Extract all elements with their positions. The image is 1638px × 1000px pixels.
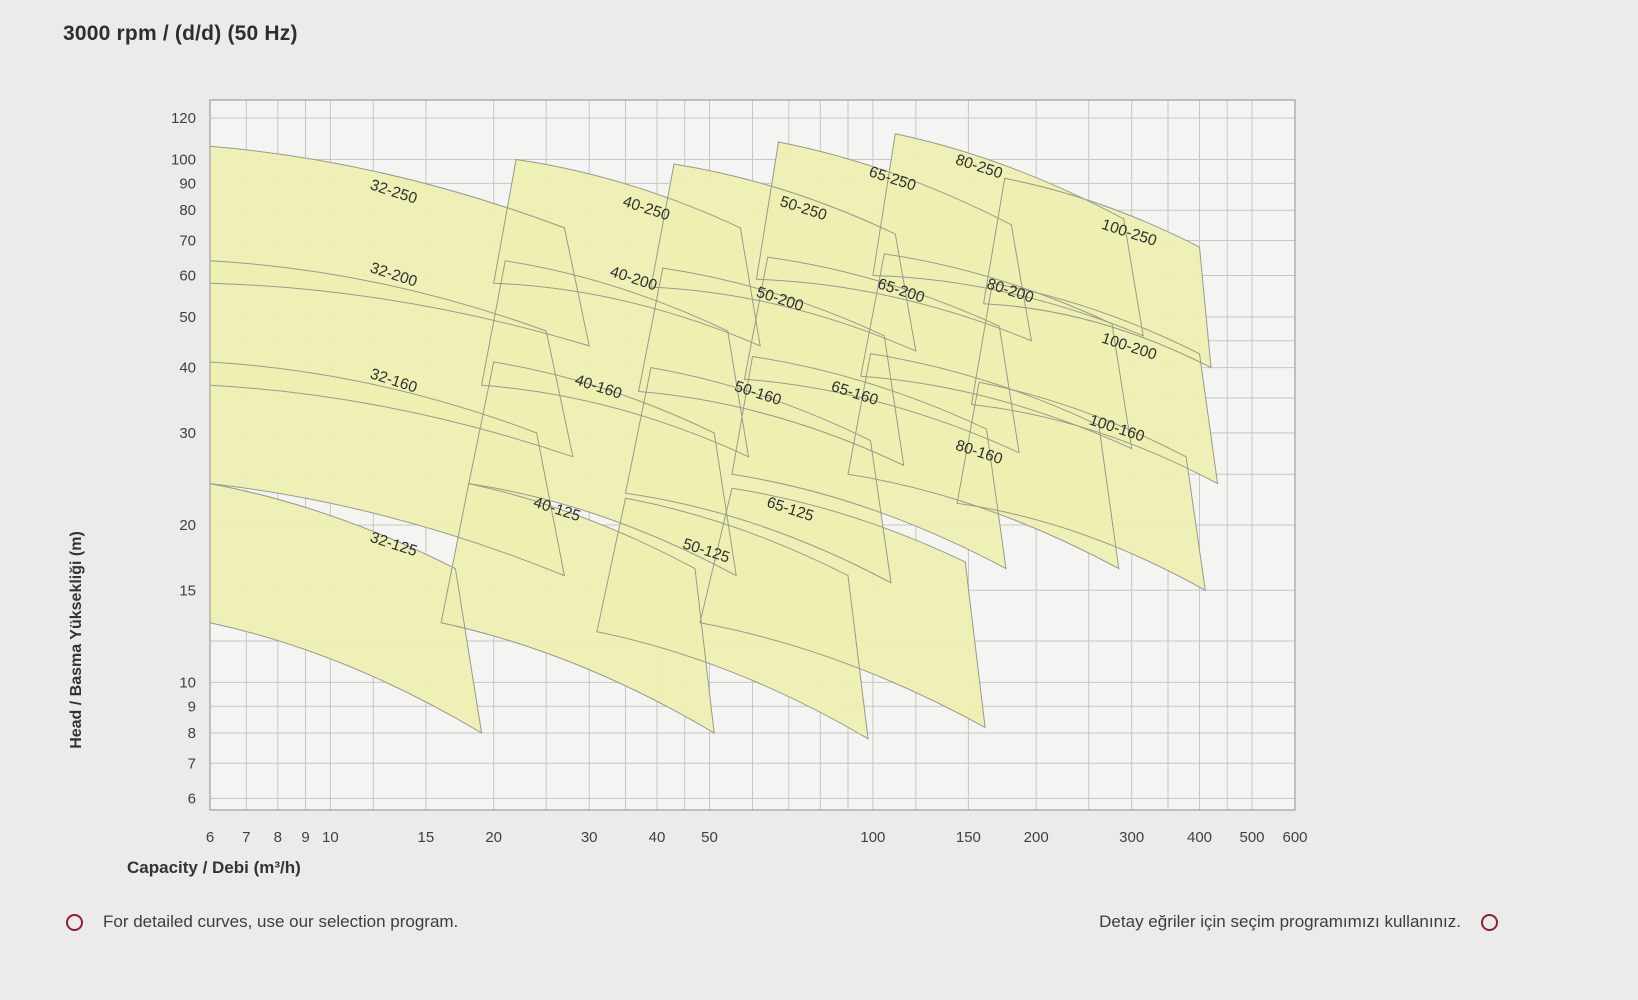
region-outline-40-200: [481, 260, 750, 458]
selection-program-marker-icon: [1481, 913, 1498, 931]
y-tick-label: 70: [179, 233, 196, 250]
x-tick-label: 100: [860, 829, 885, 846]
region-outline-50-160: [624, 367, 892, 584]
y-axis-title: Head / Basma Yüksekliği (m): [68, 531, 85, 749]
x-tick-label: 150: [956, 829, 981, 846]
y-tick-label: 100: [171, 152, 196, 169]
region-outline-100-200: [970, 282, 1219, 485]
y-tick-label: 20: [179, 517, 196, 534]
footer-note-right-text: Detay eğriler için seçim programımızı ku…: [1099, 912, 1461, 931]
region-outline-40-160: [468, 361, 737, 577]
x-tick-label: 15: [418, 829, 435, 846]
plot-border: [209, 99, 1296, 811]
y-tick-label: 50: [179, 309, 196, 326]
x-tick-label: 9: [301, 829, 309, 846]
region-outline-100-250: [983, 177, 1212, 369]
x-tick-label: 10: [322, 829, 339, 846]
y-tick-label: 80: [179, 202, 196, 219]
x-tick-label: 500: [1239, 829, 1264, 846]
x-tick-label: 20: [485, 829, 502, 846]
selection-program-marker-icon: [66, 913, 83, 931]
region-outline-80-160: [847, 353, 1120, 570]
region-outline-32-125: [209, 482, 483, 734]
region-fill-100-160: [957, 382, 1206, 591]
region-outline-65-200: [743, 256, 1020, 454]
region-fill-32-125: [210, 483, 482, 733]
y-tick-label: 40: [179, 360, 196, 377]
x-tick-label: 6: [206, 829, 214, 846]
x-tick-label: 30: [581, 829, 598, 846]
y-tick-label: 120: [171, 110, 196, 127]
y-tick-label: 10: [179, 674, 196, 691]
region-fill-65-125: [699, 488, 986, 728]
x-tick-label: 400: [1187, 829, 1212, 846]
region-outline-100-160: [956, 381, 1206, 592]
region-outline-65-125: [699, 487, 986, 729]
y-tick-label: 7: [188, 755, 196, 772]
footer-note-right: Detay eğriler için seçim programımızı ku…: [1099, 908, 1498, 936]
region-outline-40-125: [440, 483, 715, 734]
x-tick-label: 8: [274, 829, 282, 846]
region-outline-80-250: [872, 133, 1144, 337]
page-title: 3000 rpm / (d/d) (50 Hz): [63, 22, 298, 45]
region-outline-50-250: [650, 163, 917, 352]
region-outline-50-125: [596, 497, 869, 740]
y-tick-label: 15: [179, 582, 196, 599]
y-tick-label: 9: [188, 698, 196, 715]
y-tick-label: 8: [188, 725, 196, 742]
region-outline-50-200: [638, 267, 905, 467]
y-tick-label: 60: [179, 268, 196, 285]
y-tick-label: 30: [179, 425, 196, 442]
x-tick-label: 50: [701, 829, 718, 846]
x-tick-label: 600: [1282, 829, 1307, 846]
region-outline-32-200: [209, 260, 574, 458]
footer-note-left: For detailed curves, use our selection p…: [66, 908, 458, 936]
x-tick-label: 7: [242, 829, 250, 846]
region-fill-32-250: [210, 146, 590, 346]
x-axis-title: Capacity / Debi (m³/h): [127, 858, 301, 877]
pump-range-chart: 32-250 40-250 50-250 65-250 80-250 100-250 32-…: [125, 90, 1365, 875]
region-outline-65-250: [755, 141, 1033, 342]
x-tick-label: 200: [1024, 829, 1049, 846]
y-tick-label: 90: [179, 175, 196, 192]
y-tick-label: 6: [188, 790, 196, 807]
region-outline-40-250: [493, 158, 761, 347]
region-outline-32-250: [209, 145, 590, 347]
region-fill-100-200: [971, 283, 1218, 484]
region-outline-80-200: [860, 253, 1133, 450]
region-outline-65-160: [731, 355, 1007, 570]
region-outline-32-160: [209, 361, 566, 577]
footer-note-left-text: For detailed curves, use our selection p…: [103, 912, 459, 931]
x-tick-label: 40: [649, 829, 666, 846]
x-tick-label: 300: [1119, 829, 1144, 846]
